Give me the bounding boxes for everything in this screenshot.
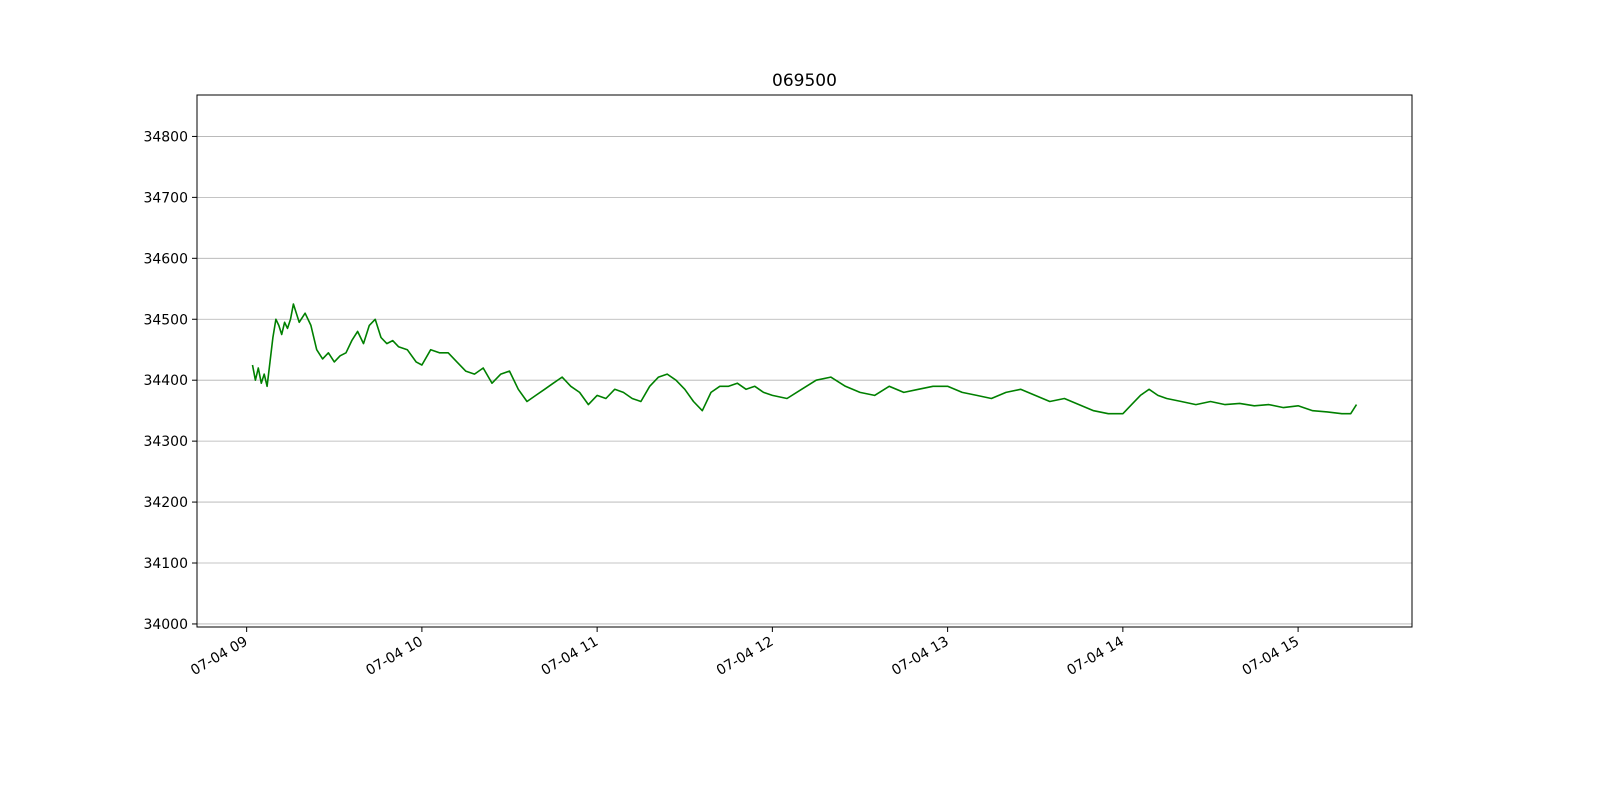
price-series	[251, 303, 1358, 415]
y-tick-label: 34100	[143, 556, 188, 572]
y-tick-label: 34500	[143, 312, 188, 328]
y-tick-label: 34300	[143, 434, 188, 450]
y-tick-label: 34800	[143, 129, 188, 145]
chart-title: 069500	[772, 71, 837, 91]
y-tick-label: 34400	[143, 373, 188, 389]
y-gridlines	[197, 136, 1412, 625]
y-tick-label: 34200	[143, 495, 188, 511]
series-line	[251, 303, 1358, 415]
y-tick-label: 34000	[143, 617, 188, 633]
plot-frame	[196, 94, 1413, 628]
y-tick-label: 34700	[143, 190, 188, 206]
y-tick-label: 34600	[143, 251, 188, 267]
y-axis: 34000 34100 34200 34300 34400 34500 34600 34700…	[143, 129, 197, 633]
